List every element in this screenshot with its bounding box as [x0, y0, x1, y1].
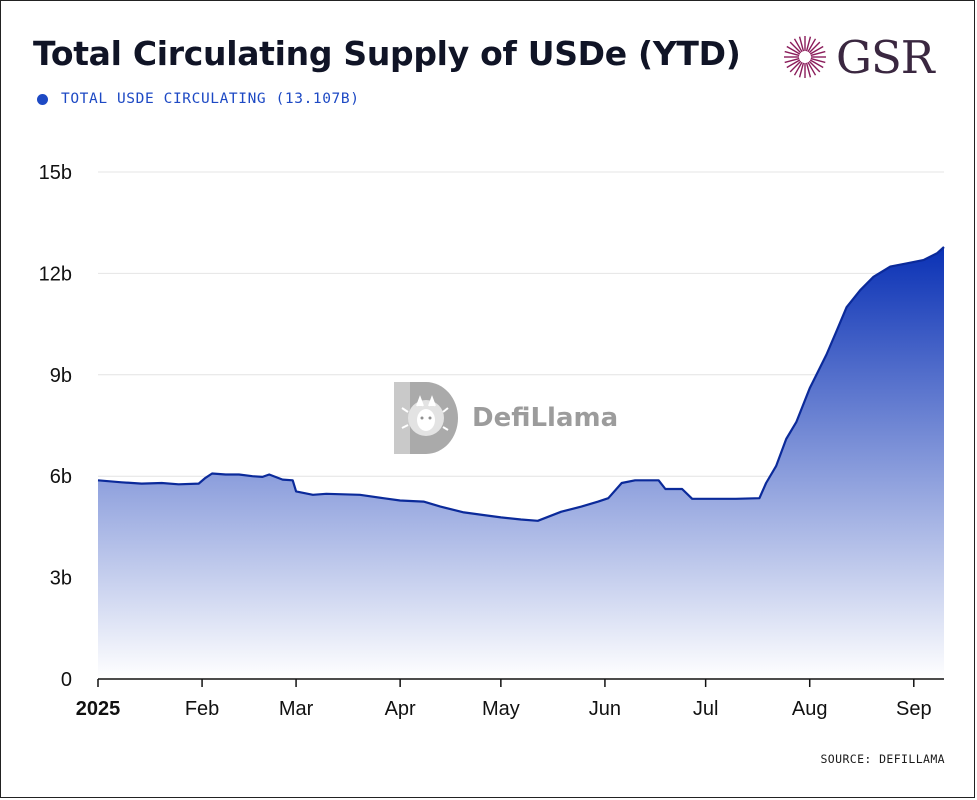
x-axis: 2025 Feb Mar Apr May Jun Jul Aug Sep	[76, 678, 944, 720]
x-tick-label: May	[482, 698, 520, 720]
defillama-watermark: DefiLlama	[390, 378, 618, 458]
chart-title: Total Circulating Supply of USDe (YTD)	[33, 34, 741, 73]
legend: TOTAL USDE CIRCULATING (13.107B)	[37, 91, 360, 107]
y-tick-label: 0	[61, 669, 72, 691]
x-tick-label: Mar	[279, 698, 314, 720]
sunburst-icon	[784, 36, 826, 78]
x-tick-label: Jul	[693, 698, 719, 720]
series-line	[97, 246, 945, 522]
legend-marker	[37, 93, 48, 105]
y-tick-label: 6b	[50, 466, 72, 488]
llama-logo-icon	[394, 382, 458, 454]
x-tick-label: Sep	[896, 698, 932, 720]
area-fill	[98, 247, 944, 679]
watermark-text: DefiLlama	[472, 403, 619, 433]
legend-label: TOTAL USDE CIRCULATING (13.107B)	[61, 91, 360, 107]
x-tick-label: Aug	[792, 698, 828, 720]
y-tick-label: 12b	[39, 263, 72, 285]
y-tick-label: 3b	[50, 568, 72, 590]
logo-text: GSR	[836, 30, 935, 84]
source-note: SOURCE: DEFILLAMA	[820, 752, 945, 766]
y-tick-label: 15b	[39, 162, 72, 184]
x-tick-label: 2025	[76, 698, 121, 720]
x-tick-label: Feb	[185, 698, 219, 720]
x-tick-label: Jun	[589, 698, 621, 720]
x-tick-label: Apr	[385, 698, 416, 720]
gsr-logo: GSR	[782, 30, 935, 84]
y-tick-label: 9b	[50, 365, 72, 387]
y-axis: 0 3b 6b 9b 12b 15b	[39, 162, 72, 691]
